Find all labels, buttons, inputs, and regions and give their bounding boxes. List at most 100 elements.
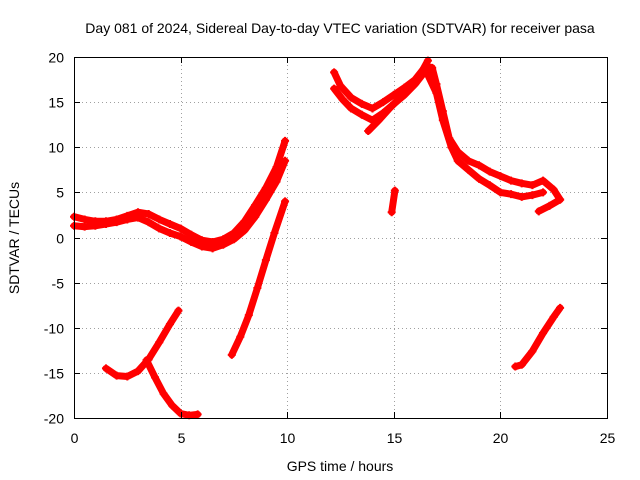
track-g-point [475,174,484,183]
track-k-point [545,201,554,210]
track-f-point [485,167,494,176]
track-i-point [390,186,399,195]
data-series [70,56,565,420]
track-g-point [507,190,516,199]
track-g-point [485,181,494,190]
track-f-point [336,81,345,90]
track-k-point [556,195,565,204]
y-tick-label: -5 [52,276,65,292]
track-b-point [187,238,196,247]
track-d-line [102,307,182,380]
track-g-point [330,84,339,93]
track-b-point [144,218,153,227]
track-b-point [123,215,132,224]
track-b-point [281,156,290,165]
chart-title: Day 081 of 2024, Sidereal Day-to-day VTE… [85,20,595,36]
track-j-point [511,362,520,371]
track-k-point [534,207,543,216]
track-f-point [549,185,558,194]
track-a-point [155,215,164,224]
track-g-line [330,67,547,201]
track-f-point [389,90,398,99]
track-b-point [272,177,281,186]
track-h-point [396,93,405,102]
track-e-point [261,256,270,265]
track-g-point [496,188,505,197]
track-b-point [101,219,110,228]
track-d-point [123,372,132,381]
track-f-point [330,68,339,77]
track-a-point [176,224,185,233]
track-j-point [517,360,526,369]
track-g-point [528,191,537,200]
x-tick-label: 15 [387,430,403,446]
track-f-point [507,176,516,185]
y-axis-label: SDTVAR / TECUs [6,182,22,294]
track-g-point [539,188,548,197]
track-f-point [475,161,484,170]
y-tick-label: -20 [44,411,64,427]
axis-ticks: 0 5 10 15 20 25 -20 -15 -10 -5 0 5 10 15 20 [44,50,616,447]
track-d-point [101,364,110,373]
track-g-point [447,143,456,152]
track-f-point [496,172,505,181]
y-tick-label: 15 [48,95,64,111]
track-e-point [281,197,290,206]
x-tick-label: 10 [280,430,296,446]
track-a-point [281,136,290,145]
track-f-point [347,93,356,102]
track-b-point [112,218,121,227]
track-g-point [438,116,447,125]
track-c-point [159,389,168,398]
x-tick-label: 0 [71,430,79,446]
track-a-point [165,219,174,228]
track-b-point [91,221,100,230]
track-c-point [176,409,185,418]
track-b-point [208,244,217,253]
y-tick-label: 10 [48,140,64,156]
y-tick-label: 20 [48,50,64,66]
track-d-point [144,355,153,364]
track-i-point [387,208,396,217]
track-f-point [539,176,548,185]
track-j-point [528,347,537,356]
track-a-point [144,210,153,219]
track-c-point [185,411,194,420]
x-tick-label: 5 [178,430,186,446]
track-f-point [517,179,526,188]
track-g-point [517,192,526,201]
track-g-point [464,165,473,174]
track-b-point [261,195,270,204]
track-g-point [453,156,462,165]
track-d-point [112,371,121,380]
track-b-point [197,242,206,251]
track-f-point [368,104,377,113]
track-b-point [80,222,89,231]
track-h-point [417,68,426,77]
track-b-point [240,226,249,235]
track-a-point [251,201,260,210]
track-f-point [428,63,437,72]
y-tick-label: 0 [56,231,64,247]
track-f-point [379,98,388,107]
track-f-point [464,156,473,165]
track-e-point [236,332,245,341]
track-h-point [385,104,394,113]
track-d-point [165,320,174,329]
track-e-point [244,311,253,320]
track-b-point [133,213,142,222]
track-g-point [347,104,356,113]
track-j-point [556,303,565,312]
track-b-point [155,224,164,233]
x-tick-label: 20 [493,430,509,446]
track-a-point [261,183,270,192]
track-b-point [229,235,238,244]
track-b-point [219,240,228,249]
track-f-point [357,99,366,108]
track-b-point [251,212,260,221]
track-c-point [193,410,202,419]
track-g-point [357,110,366,119]
track-e-point [227,350,236,359]
track-d-point [155,338,164,347]
